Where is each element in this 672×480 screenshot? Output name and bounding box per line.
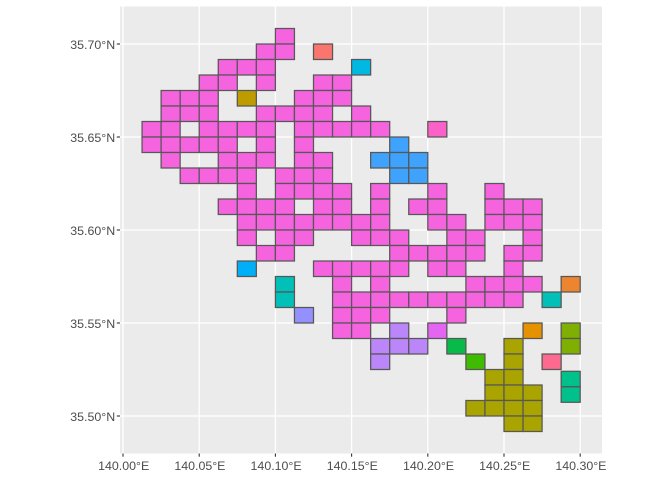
svg-text:140.30°E: 140.30°E — [555, 459, 606, 473]
svg-text:140.10°E: 140.10°E — [251, 459, 302, 473]
svg-text:140.00°E: 140.00°E — [98, 459, 149, 473]
svg-text:35.55°N: 35.55°N — [70, 317, 115, 331]
svg-text:140.15°E: 140.15°E — [327, 459, 378, 473]
svg-text:35.70°N: 35.70°N — [70, 38, 115, 52]
svg-text:140.25°E: 140.25°E — [479, 459, 530, 473]
svg-text:35.65°N: 35.65°N — [70, 131, 115, 145]
svg-text:140.05°E: 140.05°E — [174, 459, 225, 473]
svg-text:140.20°E: 140.20°E — [403, 459, 454, 473]
svg-text:35.60°N: 35.60°N — [70, 224, 115, 238]
svg-text:35.50°N: 35.50°N — [70, 410, 115, 424]
